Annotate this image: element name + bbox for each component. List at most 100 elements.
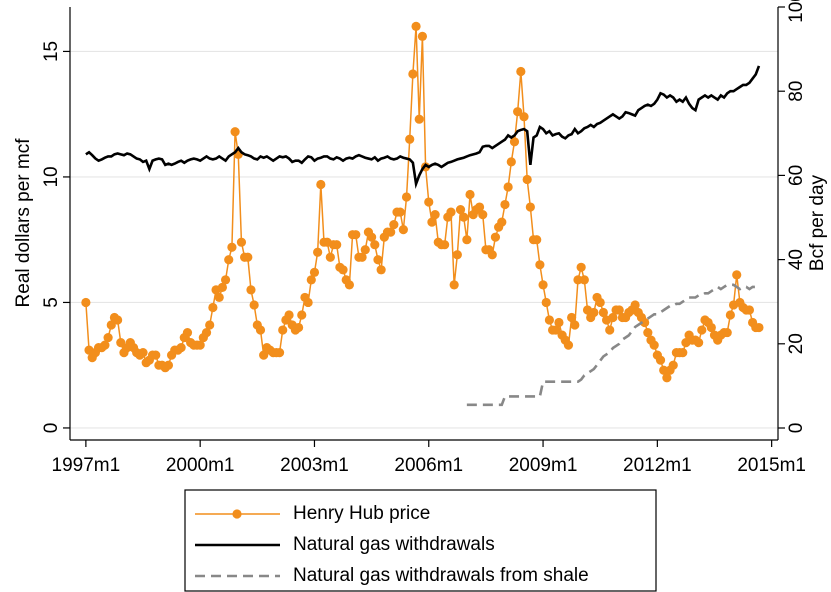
marker xyxy=(249,300,259,310)
y2-tick-label: 0 xyxy=(786,423,807,434)
marker xyxy=(100,340,110,350)
marker xyxy=(297,310,307,320)
marker xyxy=(373,255,383,265)
marker xyxy=(595,297,605,308)
marker xyxy=(427,217,437,227)
x-tick-label: 2006m1 xyxy=(394,455,463,476)
marker xyxy=(214,292,224,303)
marker xyxy=(230,127,240,137)
marker xyxy=(357,252,367,262)
x-tick-label: 2000m1 xyxy=(166,455,235,476)
marker xyxy=(706,322,716,333)
marker xyxy=(325,252,335,262)
marker xyxy=(506,157,516,167)
marker xyxy=(570,320,580,330)
marker xyxy=(182,327,193,338)
marker xyxy=(567,312,577,323)
marker xyxy=(554,317,564,328)
marker xyxy=(490,232,501,242)
marker xyxy=(446,207,456,217)
y-tick-label: 0 xyxy=(41,423,62,434)
marker xyxy=(367,232,377,242)
y2-tick-label: 40 xyxy=(786,249,807,270)
marker xyxy=(401,192,412,202)
marker xyxy=(465,189,475,200)
y-tick-label: 10 xyxy=(41,166,62,187)
marker xyxy=(535,260,545,270)
marker xyxy=(224,255,234,265)
y2-tick-label: 80 xyxy=(786,81,807,102)
marker xyxy=(478,209,488,220)
marker xyxy=(284,310,294,320)
marker xyxy=(598,307,608,318)
legend-label: Henry Hub price xyxy=(293,503,430,524)
marker xyxy=(163,360,174,370)
marker xyxy=(503,182,513,192)
legend-box xyxy=(184,489,657,592)
marker xyxy=(516,66,526,77)
marker xyxy=(614,305,624,315)
marker xyxy=(474,202,485,212)
marker xyxy=(744,305,755,315)
marker xyxy=(513,107,523,117)
marker xyxy=(138,348,148,358)
legend-label: Natural gas withdrawals xyxy=(293,534,495,555)
y-tick-label: 5 xyxy=(41,297,62,308)
marker xyxy=(722,327,732,338)
marker xyxy=(81,297,91,308)
marker xyxy=(316,179,326,190)
marker xyxy=(236,237,247,247)
marker xyxy=(589,307,599,318)
marker xyxy=(370,240,380,250)
marker xyxy=(462,235,472,245)
x-tick-label: 2003m1 xyxy=(280,455,349,476)
marker xyxy=(630,300,640,310)
marker xyxy=(424,197,434,207)
marker xyxy=(278,325,288,335)
marker xyxy=(246,285,256,295)
marker xyxy=(662,373,672,383)
marker xyxy=(309,267,320,277)
marker xyxy=(274,348,285,358)
marker xyxy=(522,174,532,185)
y-axis-title: Real dollars per mcf xyxy=(13,138,34,308)
marker xyxy=(500,199,510,210)
marker xyxy=(195,340,205,350)
marker xyxy=(113,315,123,325)
marker xyxy=(344,280,354,290)
marker xyxy=(313,247,323,257)
marker xyxy=(106,320,116,330)
marker xyxy=(459,212,469,222)
marker xyxy=(525,202,535,212)
marker xyxy=(430,209,440,220)
y2-tick-label: 20 xyxy=(786,333,807,354)
marker xyxy=(519,112,529,122)
marker xyxy=(732,270,742,280)
marker xyxy=(303,297,313,308)
marker xyxy=(332,240,342,250)
marker xyxy=(605,325,615,335)
marker xyxy=(103,332,113,343)
marker xyxy=(668,360,678,370)
x-tick-label: 2012m1 xyxy=(623,455,692,476)
marker xyxy=(678,348,688,358)
marker xyxy=(694,338,704,348)
marker xyxy=(659,365,669,375)
legend-marker xyxy=(232,509,242,519)
marker xyxy=(389,220,399,230)
marker xyxy=(376,265,386,275)
legend-label: Natural gas withdrawals from shale xyxy=(293,565,589,586)
marker xyxy=(259,350,269,360)
marker xyxy=(220,275,231,285)
series-line xyxy=(85,26,759,380)
marker xyxy=(532,235,542,245)
marker xyxy=(449,280,459,290)
y-tick-label: 15 xyxy=(41,41,62,62)
marker xyxy=(201,327,212,338)
marker xyxy=(576,262,586,272)
marker xyxy=(398,225,408,235)
marker xyxy=(116,338,126,348)
marker xyxy=(414,114,424,124)
marker xyxy=(255,325,266,335)
